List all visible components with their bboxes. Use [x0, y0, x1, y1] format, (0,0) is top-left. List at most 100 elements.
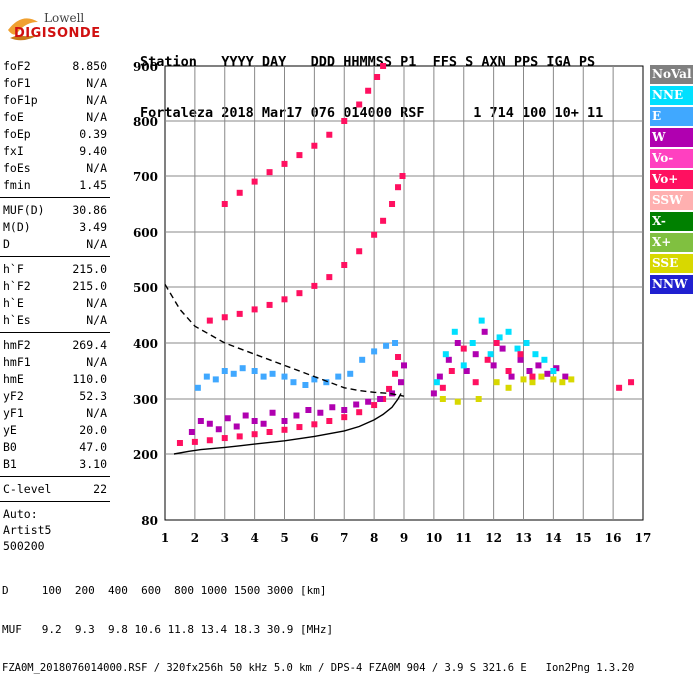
echo-point — [296, 290, 303, 297]
footer: D 100 200 400 600 800 1000 1500 3000 [km… — [2, 558, 634, 688]
param-row: h`F 215.0 — [0, 261, 110, 278]
echo-point — [472, 379, 479, 386]
echo-point — [499, 345, 506, 352]
x-tick-label: 3 — [221, 531, 229, 545]
echo-point — [529, 373, 536, 380]
echo-point — [442, 351, 449, 358]
param-value: 269.4 — [72, 338, 107, 352]
param-label: MUF(D) — [3, 203, 45, 217]
y-tick-label: 80 — [141, 514, 158, 528]
echo-point — [475, 396, 482, 402]
echo-point — [356, 101, 363, 108]
separator — [0, 476, 110, 477]
param-row: hmF1 N/A — [0, 354, 110, 371]
echo-point — [490, 362, 497, 369]
param-row: D N/A — [0, 236, 110, 253]
echo-point — [251, 306, 258, 313]
echo-point — [493, 340, 500, 346]
echo-point — [194, 384, 201, 391]
muf-row: MUF 9.2 9.3 9.8 10.6 11.8 13.4 18.3 30.9… — [2, 623, 334, 636]
echo-point — [460, 345, 467, 352]
param-value: N/A — [86, 406, 107, 420]
echo-point — [221, 314, 228, 321]
solid-profile-curve — [173, 393, 402, 455]
param-value: 215.0 — [72, 279, 107, 293]
legend-item: NoVal — [650, 65, 693, 84]
param-label: B0 — [3, 440, 17, 454]
echo-point — [550, 376, 557, 383]
echo-point — [341, 414, 348, 421]
echo-point — [371, 231, 378, 238]
echo-point — [269, 409, 276, 416]
param-label: yE — [3, 423, 17, 437]
echo-point — [290, 379, 297, 386]
param-row: MUF(D) 30.86 — [0, 202, 110, 219]
echo-point — [296, 152, 303, 159]
param-label: foEp — [3, 127, 31, 141]
param-row: foF2 8.850 — [0, 58, 110, 75]
param-value: 0.39 — [79, 127, 107, 141]
echo-point — [269, 370, 276, 377]
param-label: hmF1 — [3, 355, 31, 369]
param-value: 30.86 — [72, 203, 107, 217]
param-row: h`E N/A — [0, 295, 110, 312]
echo-point — [296, 424, 303, 431]
file-info: FZA0M_2018076014000.RSF / 320fx256h 50 k… — [2, 662, 635, 674]
echo-point — [341, 262, 348, 268]
param-value: 47.0 — [79, 440, 107, 454]
echo-point — [356, 409, 363, 416]
echo-point — [383, 342, 390, 349]
echo-point — [469, 340, 476, 346]
param-label: yF2 — [3, 389, 24, 403]
echo-point — [386, 385, 393, 392]
x-tick-label: 16 — [605, 531, 622, 545]
echo-point — [541, 356, 548, 363]
echo-point — [496, 334, 503, 341]
legend-item: Vo+ — [650, 170, 693, 189]
param-value: 3.49 — [79, 220, 107, 234]
autoscaler-version: 500200 — [3, 539, 45, 553]
echo-point — [197, 418, 204, 424]
y-tick-label: 900 — [133, 60, 158, 74]
param-row: B0 47.0 — [0, 439, 110, 456]
y-tick-label: 300 — [133, 393, 158, 407]
echo-point — [562, 373, 569, 380]
distance-row: D 100 200 400 600 800 1000 1500 3000 [km… — [2, 584, 327, 597]
separator — [0, 256, 110, 257]
param-value: 1.45 — [79, 178, 107, 192]
param-value: 110.0 — [72, 372, 107, 386]
param-value: 20.0 — [79, 423, 107, 437]
echo-point — [505, 384, 512, 391]
echo-point — [281, 418, 288, 424]
echo-point — [395, 184, 402, 191]
param-label: hmE — [3, 372, 24, 386]
echo-point — [353, 401, 360, 408]
echo-point — [311, 282, 318, 289]
echo-point — [311, 376, 318, 383]
echo-point — [505, 328, 512, 335]
param-value: 3.10 — [79, 457, 107, 471]
param-label: foF2 — [3, 59, 31, 73]
legend-item: X+ — [650, 233, 693, 252]
echo-point — [374, 74, 381, 80]
ionogram-plot: 1 2 3 4 5 6 7 8 9 10 11 12 13 14 15 16 17802003004005006… — [133, 60, 651, 545]
echo-point — [206, 437, 213, 444]
echo-point — [451, 328, 458, 335]
echo-point — [532, 351, 539, 358]
param-value: N/A — [86, 313, 107, 327]
echo-point — [436, 373, 443, 380]
echo-point — [224, 415, 231, 422]
param-label: yF1 — [3, 406, 24, 420]
param-label: fxI — [3, 144, 24, 158]
param-row: fxI 9.40 — [0, 143, 110, 160]
echo-point — [236, 310, 243, 317]
echo-point — [191, 438, 198, 445]
param-label: foF1p — [3, 93, 38, 107]
param-label: h`F — [3, 262, 24, 276]
param-label: foE — [3, 110, 24, 124]
echo-point — [356, 248, 363, 255]
echo-point — [266, 169, 273, 176]
echo-point — [395, 354, 402, 360]
echo-point — [188, 429, 195, 435]
digisonde-logo: Lowell DIGISONDE — [4, 8, 144, 48]
